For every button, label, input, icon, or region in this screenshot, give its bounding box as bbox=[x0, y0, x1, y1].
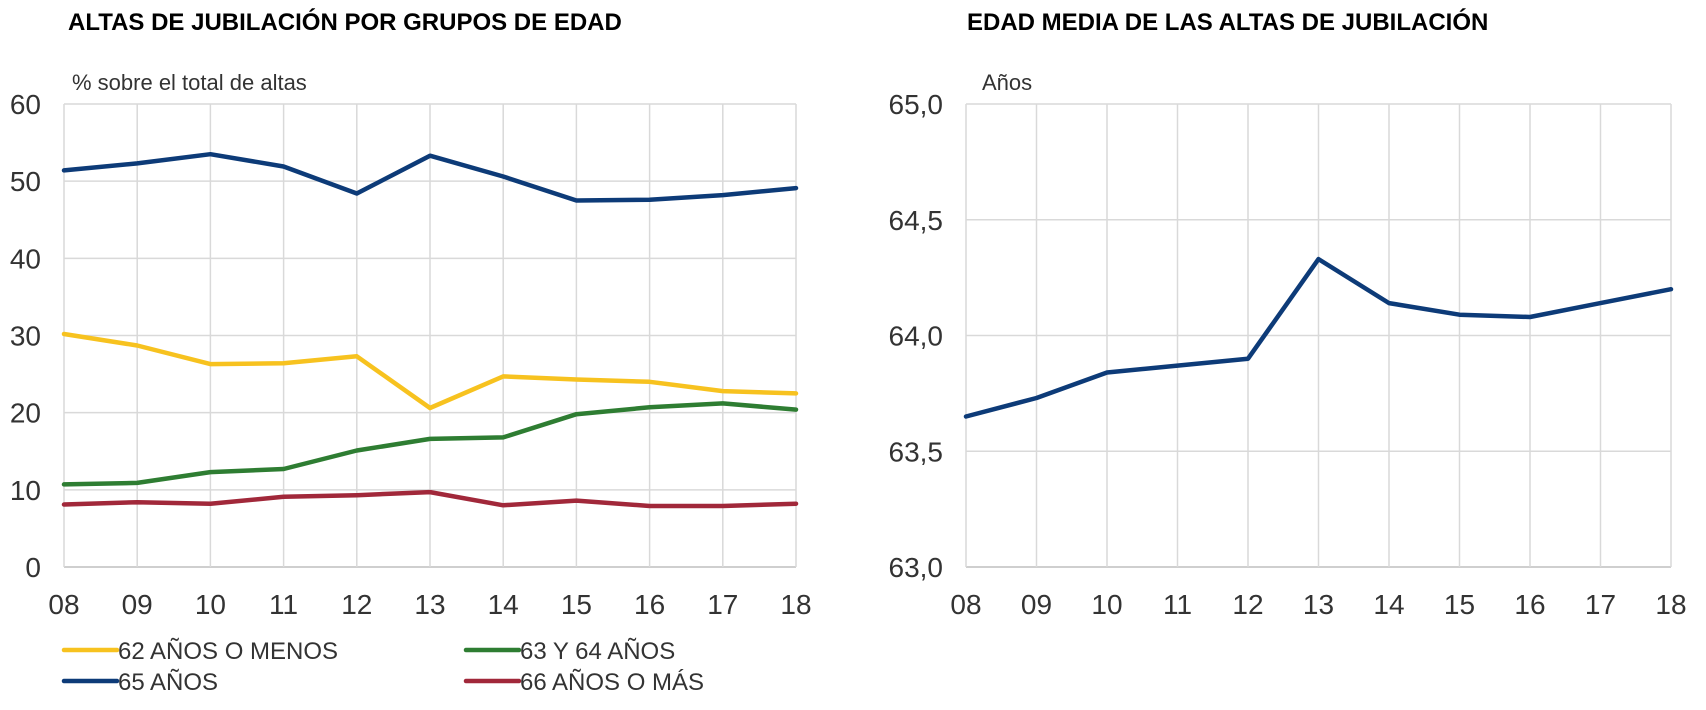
average-age-series-line-edad-media bbox=[963, 256, 1674, 419]
legend-label-66-or-more: 66 AÑOS O MÁS bbox=[520, 669, 704, 696]
legend-item-62-or-less: 62 AÑOS O MENOS bbox=[61, 638, 338, 665]
average-age-x-tick-label: 13 bbox=[1303, 589, 1334, 620]
age-groups-series-line-66-anos-o-mas bbox=[61, 489, 799, 509]
average-age-y-tick-label: 64,5 bbox=[889, 205, 944, 236]
average-age-y-ticks: 63,0 63,5 64,0 64,5 65,0 bbox=[889, 89, 944, 583]
age-groups-x-tick-label: 18 bbox=[780, 589, 811, 620]
age-groups-y-tick-label: 50 bbox=[10, 166, 41, 197]
age-groups-y-tick-label: 10 bbox=[10, 475, 41, 506]
average-age-y-tick-label: 63,0 bbox=[889, 552, 944, 583]
age-groups-x-tick-label: 17 bbox=[707, 589, 738, 620]
age-groups-x-ticks: 08 09 10 11 12 13 14 15 16 17 18 bbox=[48, 589, 811, 620]
age-groups-x-tick-label: 09 bbox=[122, 589, 153, 620]
age-groups-y-unit-label: % sobre el total de altas bbox=[72, 70, 307, 95]
average-age-x-tick-label: 14 bbox=[1373, 589, 1404, 620]
age-groups-y-tick-label: 20 bbox=[10, 398, 41, 429]
average-age-y-tick-label: 64,0 bbox=[889, 321, 944, 352]
average-age-x-tick-label: 08 bbox=[950, 589, 981, 620]
average-age-grid bbox=[965, 103, 1672, 568]
average-age-x-tick-label: 09 bbox=[1021, 589, 1052, 620]
age-groups-series bbox=[61, 151, 799, 509]
age-groups-y-tick-label: 30 bbox=[10, 321, 41, 352]
legend: 62 AÑOS O MENOS 63 Y 64 AÑOS 65 AÑOS 66 … bbox=[61, 638, 704, 696]
average-age-series bbox=[963, 256, 1674, 419]
age-groups-y-tick-label: 40 bbox=[10, 243, 41, 274]
age-groups-x-tick-label: 13 bbox=[414, 589, 445, 620]
age-groups-y-ticks: 0 10 20 30 40 50 60 bbox=[10, 89, 41, 583]
age-groups-series-line-62-anos-o-menos bbox=[61, 331, 799, 411]
age-groups-x-tick-label: 15 bbox=[561, 589, 592, 620]
legend-label-65: 65 AÑOS bbox=[118, 669, 218, 696]
average-age-x-tick-label: 12 bbox=[1232, 589, 1263, 620]
average-age-x-tick-label: 18 bbox=[1655, 589, 1686, 620]
average-age-y-tick-label: 63,5 bbox=[889, 436, 944, 467]
average-age-chart: EDAD MEDIA DE LAS ALTAS DE JUBILACIÓN Añ… bbox=[889, 8, 1687, 620]
average-age-chart-title: EDAD MEDIA DE LAS ALTAS DE JUBILACIÓN bbox=[967, 8, 1488, 36]
age-groups-x-tick-label: 14 bbox=[488, 589, 519, 620]
legend-label-63-64: 63 Y 64 AÑOS bbox=[520, 638, 675, 665]
age-groups-series-line-65-anos bbox=[61, 151, 799, 203]
average-age-y-unit-label: Años bbox=[982, 70, 1032, 95]
age-groups-series-line-63-y-64-anos bbox=[61, 401, 799, 487]
age-groups-y-tick-label: 0 bbox=[25, 552, 41, 583]
legend-label-62-or-less: 62 AÑOS O MENOS bbox=[118, 638, 338, 665]
average-age-x-tick-label: 17 bbox=[1585, 589, 1616, 620]
average-age-y-tick-label: 65,0 bbox=[889, 89, 944, 120]
average-age-x-tick-label: 11 bbox=[1163, 589, 1192, 620]
average-age-x-tick-label: 16 bbox=[1514, 589, 1545, 620]
age-groups-x-tick-label: 16 bbox=[634, 589, 665, 620]
age-groups-x-tick-label: 08 bbox=[48, 589, 79, 620]
legend-item-63-64: 63 Y 64 AÑOS bbox=[463, 638, 675, 665]
age-groups-x-tick-label: 12 bbox=[341, 589, 372, 620]
legend-item-66-or-more: 66 AÑOS O MÁS bbox=[463, 669, 704, 696]
age-groups-x-tick-label: 10 bbox=[195, 589, 226, 620]
age-groups-x-tick-label: 11 bbox=[269, 589, 298, 620]
age-groups-chart-title: ALTAS DE JUBILACIÓN POR GRUPOS DE EDAD bbox=[68, 8, 622, 36]
age-groups-chart: ALTAS DE JUBILACIÓN POR GRUPOS DE EDAD %… bbox=[10, 8, 812, 620]
average-age-x-tick-label: 15 bbox=[1444, 589, 1475, 620]
age-groups-grid bbox=[63, 103, 797, 568]
average-age-x-ticks: 08 09 10 11 12 13 14 15 16 17 18 bbox=[950, 589, 1686, 620]
legend-item-65: 65 AÑOS bbox=[61, 669, 218, 696]
age-groups-y-tick-label: 60 bbox=[10, 89, 41, 120]
average-age-x-tick-label: 10 bbox=[1091, 589, 1122, 620]
